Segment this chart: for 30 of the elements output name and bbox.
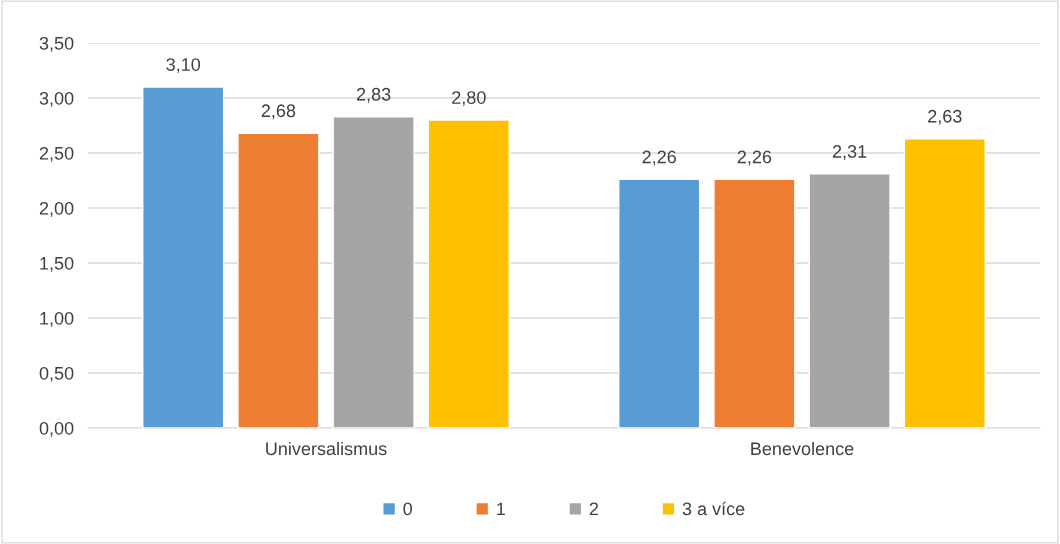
legend-label: 1 [497, 502, 505, 516]
y-tick-label: 0,00 [39, 421, 74, 437]
data-label: 2,80 [452, 91, 486, 107]
legend-label: 2 [589, 502, 598, 516]
y-tick-label: 2,00 [39, 201, 74, 217]
data-label: 2,26 [737, 150, 772, 166]
x-tick-label: Universalismus [266, 441, 387, 456]
data-label: 2,68 [261, 104, 296, 120]
bar [903, 138, 986, 428]
bar [332, 116, 415, 428]
x-tick-label: Benevolence [751, 441, 854, 456]
y-tick-label: 1,00 [40, 311, 74, 327]
data-label: 2,26 [642, 150, 676, 166]
bar [618, 178, 701, 428]
data-label: 3,10 [166, 58, 201, 74]
bar [237, 132, 320, 428]
y-tick-label: 3,00 [39, 91, 74, 107]
y-tick-label: 0,50 [39, 366, 74, 382]
y-tick-label: 3,50 [39, 36, 74, 52]
legend-label: 3 a více [682, 501, 745, 516]
legend-label: 0 [403, 502, 413, 516]
bar [142, 86, 225, 428]
bar [713, 178, 796, 428]
bar [808, 173, 891, 428]
data-label: 2,83 [356, 87, 391, 103]
y-tick-label: 1,50 [40, 256, 74, 272]
data-label: 2,31 [832, 145, 867, 160]
data-label: 2,63 [928, 109, 962, 125]
bar [427, 119, 510, 428]
y-tick-label: 2,50 [39, 146, 74, 162]
